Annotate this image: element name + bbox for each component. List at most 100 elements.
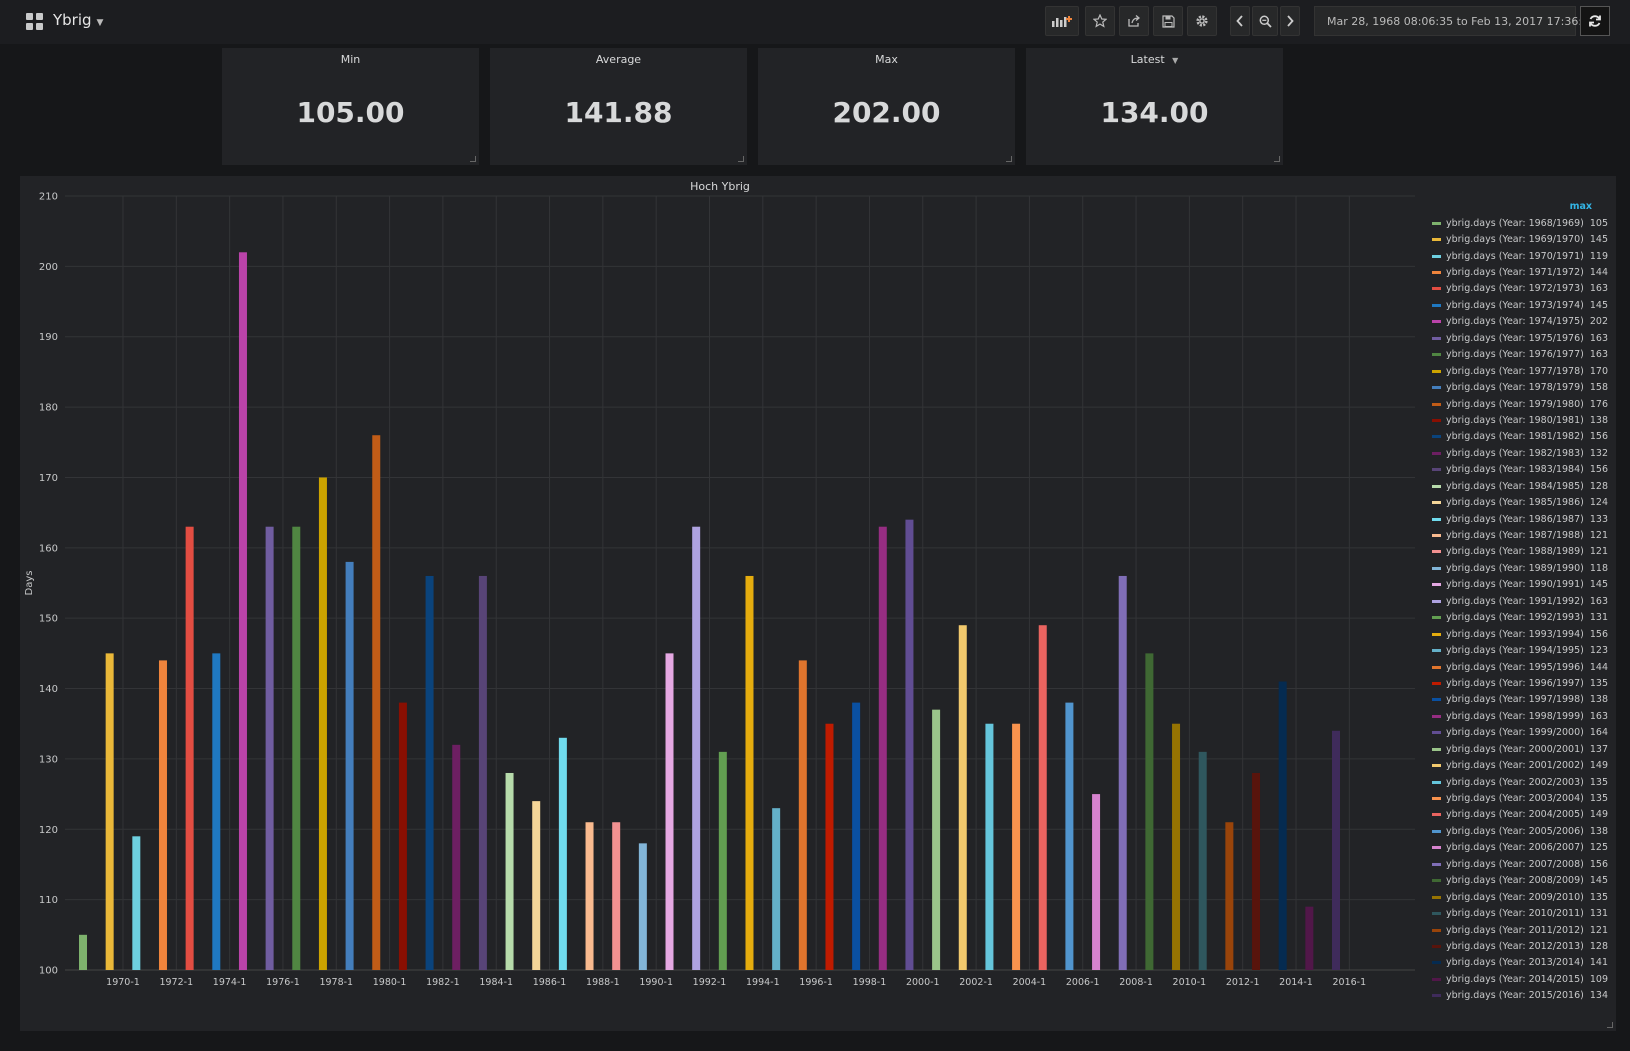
legend-value: 163 [1589,595,1608,607]
legend-item[interactable]: ybrig.days (Year: 1993/1994) 156 [1432,626,1612,642]
bar [1225,822,1234,970]
legend-item[interactable]: ybrig.days (Year: 2010/2011) 131 [1432,905,1612,921]
legend-value: 145 [1589,234,1608,246]
legend-item[interactable]: ybrig.days (Year: 1969/1970) 145 [1432,231,1612,247]
legend-item[interactable]: ybrig.days (Year: 1996/1997) 135 [1432,675,1612,691]
legend-item[interactable]: ybrig.days (Year: 2004/2005) 149 [1432,807,1612,823]
y-tick-label: 110 [39,895,58,906]
time-range-picker[interactable]: Mar 28, 1968 08:06:35 to Feb 13, 2017 17… [1314,6,1596,36]
legend-item[interactable]: ybrig.days (Year: 2008/2009) 145 [1432,873,1612,889]
legend-item[interactable]: ybrig.days (Year: 1979/1980) 176 [1432,396,1612,412]
legend-item[interactable]: ybrig.days (Year: 1974/1975) 202 [1432,314,1612,330]
bar [185,526,194,970]
save-button[interactable] [1153,6,1183,36]
legend-item[interactable]: ybrig.days (Year: 1968/1969) 105 [1432,215,1612,231]
legend-item[interactable]: ybrig.days (Year: 1986/1987) 133 [1432,511,1612,527]
x-tick-label: 1978-1 [319,977,353,988]
legend-swatch [1432,797,1441,801]
legend-item[interactable]: ybrig.days (Year: 2013/2014) 141 [1432,955,1612,971]
x-tick-label: 2004-1 [1013,977,1047,988]
legend-item[interactable]: ybrig.days (Year: 1981/1982) 156 [1432,429,1612,445]
legend-item[interactable]: ybrig.days (Year: 1982/1983) 132 [1432,445,1612,461]
legend-item[interactable]: ybrig.days (Year: 1972/1973) 163 [1432,281,1612,297]
legend-item[interactable]: ybrig.days (Year: 2011/2012) 121 [1432,922,1612,938]
stat-title-dropdown[interactable]: Latest ▼ [1026,53,1283,66]
caret-down-icon: ▼ [1172,56,1179,65]
legend-item[interactable]: ybrig.days (Year: 1997/1998) 138 [1432,692,1612,708]
time-back-button[interactable] [1230,6,1250,36]
legend-item[interactable]: ybrig.days (Year: 1983/1984) 156 [1432,462,1612,478]
legend-label: ybrig.days (Year: 1972/1973) [1446,283,1584,295]
legend-item[interactable]: ybrig.days (Year: 1980/1981) 138 [1432,412,1612,428]
dashboard-title-dropdown[interactable]: Ybrig ▼ [53,11,103,29]
legend-item[interactable]: ybrig.days (Year: 2000/2001) 137 [1432,741,1612,757]
legend-item[interactable]: ybrig.days (Year: 1977/1978) 170 [1432,363,1612,379]
legend-item[interactable]: ybrig.days (Year: 1970/1971) 119 [1432,248,1612,264]
time-forward-button[interactable] [1280,6,1300,36]
legend-item[interactable]: ybrig.days (Year: 1985/1986) 124 [1432,494,1612,510]
legend-item[interactable]: ybrig.days (Year: 1999/2000) 164 [1432,725,1612,741]
settings-button[interactable] [1187,6,1217,36]
legend-label: ybrig.days (Year: 1984/1985) [1446,480,1584,492]
legend-item[interactable]: ybrig.days (Year: 2005/2006) 138 [1432,823,1612,839]
legend-item[interactable]: ybrig.days (Year: 1984/1985) 128 [1432,478,1612,494]
stat-panel-min[interactable]: Min 105.00 [222,48,479,165]
legend-item[interactable]: ybrig.days (Year: 2002/2003) 135 [1432,774,1612,790]
legend-value: 128 [1589,940,1608,952]
legend-item[interactable]: ybrig.days (Year: 2007/2008) 156 [1432,856,1612,872]
legend-swatch [1432,994,1441,998]
legend-item[interactable]: ybrig.days (Year: 2014/2015) 109 [1432,971,1612,987]
add-panel-button[interactable] [1045,6,1079,36]
legend-label: ybrig.days (Year: 1973/1974) [1446,299,1584,311]
legend-item[interactable]: ybrig.days (Year: 1975/1976) 163 [1432,330,1612,346]
legend-item[interactable]: ybrig.days (Year: 2015/2016) 134 [1432,988,1612,1004]
legend-item[interactable]: ybrig.days (Year: 1989/1990) 118 [1432,560,1612,576]
legend-header-max[interactable]: max [1569,201,1592,212]
legend-label: ybrig.days (Year: 1994/1995) [1446,645,1584,657]
legend-item[interactable]: ybrig.days (Year: 1995/1996) 144 [1432,659,1612,675]
legend-swatch [1432,435,1441,439]
share-button[interactable] [1119,6,1149,36]
legend-item[interactable]: ybrig.days (Year: 1976/1977) 163 [1432,347,1612,363]
x-tick-label: 2016-1 [1333,977,1367,988]
legend-value: 138 [1589,825,1608,837]
bar [985,723,994,970]
legend-label: ybrig.days (Year: 2003/2004) [1446,793,1584,805]
bar [1145,653,1154,970]
legend-item[interactable]: ybrig.days (Year: 1992/1993) 131 [1432,610,1612,626]
legend-item[interactable]: ybrig.days (Year: 1971/1972) 144 [1432,264,1612,280]
legend-item[interactable]: ybrig.days (Year: 2012/2013) 128 [1432,938,1612,954]
resize-handle[interactable] [738,156,744,162]
legend-item[interactable]: ybrig.days (Year: 1994/1995) 123 [1432,642,1612,658]
x-tick-label: 1988-1 [586,977,620,988]
stat-panel-max[interactable]: Max 202.00 [758,48,1015,165]
resize-handle[interactable] [1607,1022,1613,1028]
graph-panel[interactable]: Hoch Ybrig 100 110 120 130 140 150 160 170 180 19… [20,176,1616,1031]
resize-handle[interactable] [470,156,476,162]
legend-item[interactable]: ybrig.days (Year: 1991/1992) 163 [1432,593,1612,609]
legend-item[interactable]: ybrig.days (Year: 1998/1999) 163 [1432,708,1612,724]
resize-handle[interactable] [1274,156,1280,162]
legend-item[interactable]: ybrig.days (Year: 2003/2004) 135 [1432,790,1612,806]
zoom-out-button[interactable] [1252,6,1278,36]
legend-value: 118 [1589,562,1608,574]
refresh-button[interactable] [1580,6,1610,36]
star-button[interactable] [1085,6,1115,36]
legend-item[interactable]: ybrig.days (Year: 1978/1979) 158 [1432,379,1612,395]
legend-item[interactable]: ybrig.days (Year: 1987/1988) 121 [1432,527,1612,543]
resize-handle[interactable] [1006,156,1012,162]
panel-title[interactable]: Hoch Ybrig [690,180,750,193]
legend-item[interactable]: ybrig.days (Year: 1988/1989) 121 [1432,544,1612,560]
legend-item[interactable]: ybrig.days (Year: 1973/1974) 145 [1432,297,1612,313]
legend-item[interactable]: ybrig.days (Year: 2001/2002) 149 [1432,757,1612,773]
stat-panel-latest[interactable]: Latest ▼ 134.00 [1026,48,1283,165]
legend-label: ybrig.days (Year: 1971/1972) [1446,267,1584,279]
chart-legend: max ybrig.days (Year: 1968/1969) 105 ybrig… [1432,201,1612,1004]
dashboard-grid-icon[interactable] [26,13,43,30]
legend-item[interactable]: ybrig.days (Year: 1990/1991) 145 [1432,577,1612,593]
legend-item[interactable]: ybrig.days (Year: 2009/2010) 135 [1432,889,1612,905]
bar [372,435,381,971]
legend-value: 163 [1589,283,1608,295]
legend-item[interactable]: ybrig.days (Year: 2006/2007) 125 [1432,840,1612,856]
stat-panel-average[interactable]: Average 141.88 [490,48,747,165]
